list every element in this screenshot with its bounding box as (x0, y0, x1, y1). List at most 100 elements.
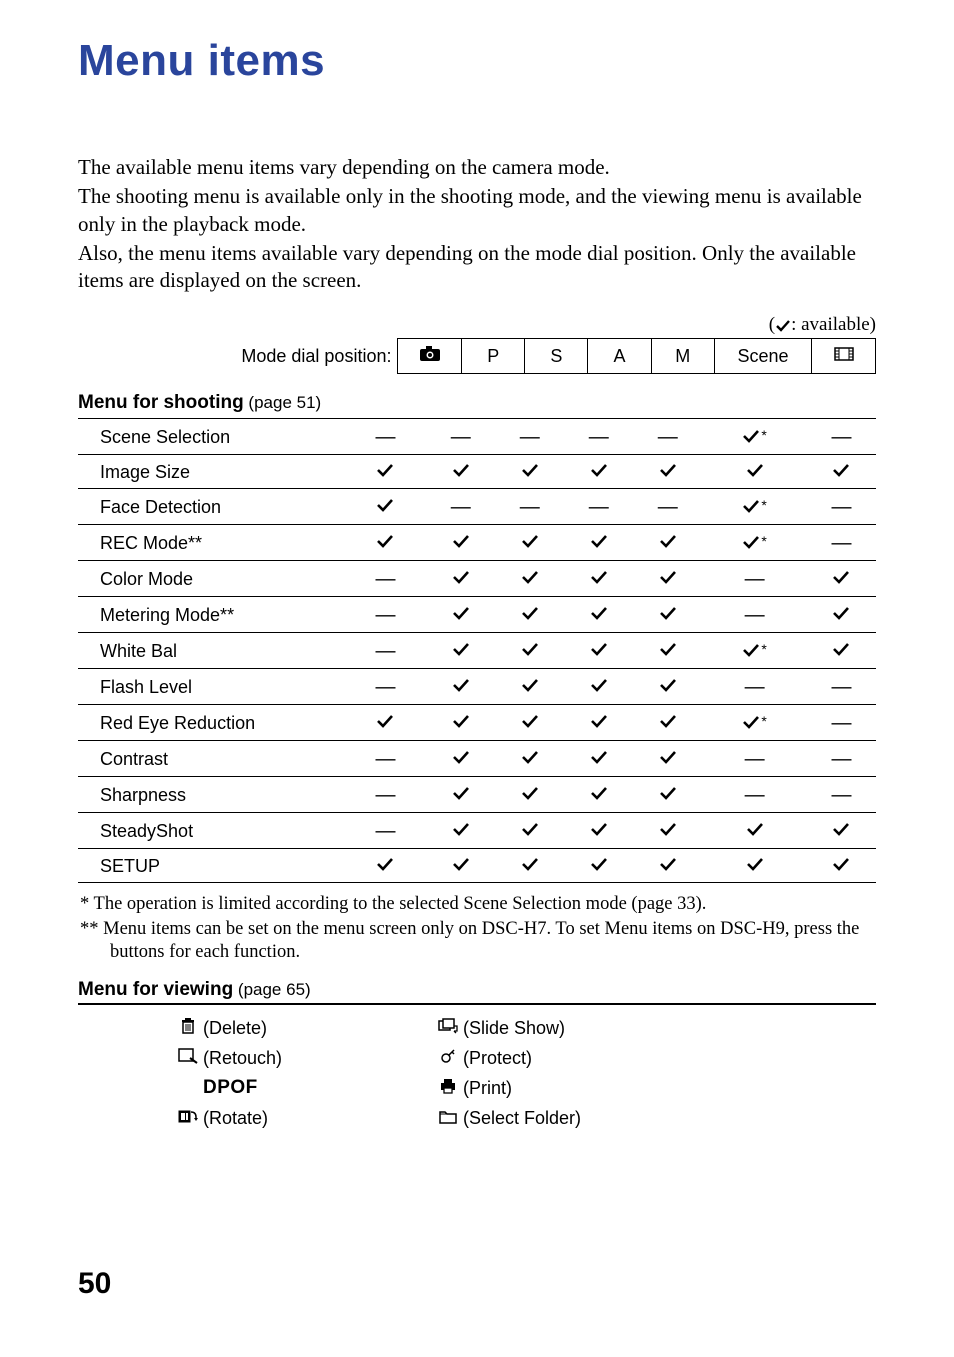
availability-cell (633, 561, 702, 597)
availability-cell (495, 741, 564, 777)
availability-cell (426, 849, 495, 883)
availability-cell (564, 561, 633, 597)
shooting-menu-table: Scene Selection—————*—Image SizeFace Det… (78, 418, 876, 883)
retouch-icon (178, 1048, 198, 1069)
availability-cell: — (426, 419, 495, 455)
col-movie-icon (812, 339, 876, 374)
availability-cell (426, 561, 495, 597)
availability-cell (426, 705, 495, 741)
availability-cell (495, 849, 564, 883)
table-row: Flash Level——— (78, 669, 876, 705)
availability-cell (426, 777, 495, 813)
available-label: : available) (791, 314, 876, 335)
availability-cell: — (345, 633, 427, 669)
availability-cell: — (807, 777, 876, 813)
availability-cell (564, 777, 633, 813)
availability-cell (426, 741, 495, 777)
slideshow-icon (438, 1018, 458, 1039)
table-row: Red Eye Reduction*— (78, 705, 876, 741)
availability-cell (426, 633, 495, 669)
availability-cell: — (345, 669, 427, 705)
availability-cell (564, 849, 633, 883)
availability-cell (807, 813, 876, 849)
rotate-icon (178, 1108, 198, 1129)
availability-cell (564, 741, 633, 777)
view-folder: (Select Folder) (463, 1103, 663, 1133)
availability-cell (345, 525, 427, 561)
view-delete: (Delete) (203, 1013, 433, 1044)
table-row: Contrast——— (78, 741, 876, 777)
table-row: Sharpness——— (78, 777, 876, 813)
view-slideshow: (Slide Show) (463, 1013, 663, 1044)
availability-cell (495, 705, 564, 741)
check-icon (775, 314, 791, 336)
table-row: White Bal—* (78, 633, 876, 669)
availability-cell (633, 525, 702, 561)
table-row: Image Size (78, 455, 876, 489)
availability-cell: — (702, 777, 807, 813)
availability-cell: — (807, 741, 876, 777)
availability-cell (495, 633, 564, 669)
availability-cell (633, 777, 702, 813)
availability-cell: — (807, 419, 876, 455)
menu-item-name: Metering Mode** (78, 597, 345, 633)
intro-line-3: Also, the menu items available vary depe… (78, 240, 876, 295)
availability-cell (495, 561, 564, 597)
table-row: SteadyShot— (78, 813, 876, 849)
availability-cell (702, 813, 807, 849)
menu-item-name: Sharpness (78, 777, 345, 813)
view-protect: (Protect) (463, 1044, 663, 1074)
folder-icon (439, 1108, 457, 1129)
availability-cell: — (345, 561, 427, 597)
mode-dial-header: Mode dial position: P S A M Scene (78, 338, 876, 374)
availability-cell: — (495, 489, 564, 525)
availability-cell (633, 849, 702, 883)
menu-item-name: Image Size (78, 455, 345, 489)
availability-cell (633, 741, 702, 777)
availability-cell (807, 455, 876, 489)
availability-cell (345, 849, 427, 883)
available-legend: (: available) (78, 314, 876, 336)
availability-cell: — (345, 777, 427, 813)
availability-cell (807, 597, 876, 633)
availability-cell: — (807, 669, 876, 705)
availability-cell (564, 455, 633, 489)
table-row: SETUP (78, 849, 876, 883)
availability-cell (426, 813, 495, 849)
table-row: Metering Mode**—— (78, 597, 876, 633)
menu-item-name: Contrast (78, 741, 345, 777)
availability-cell: — (807, 489, 876, 525)
availability-cell (564, 525, 633, 561)
availability-cell: — (426, 489, 495, 525)
shooting-page-ref: (page 51) (244, 393, 322, 412)
availability-cell (633, 597, 702, 633)
availability-cell: — (807, 705, 876, 741)
availability-cell: — (495, 419, 564, 455)
availability-cell: — (564, 489, 633, 525)
availability-cell (633, 455, 702, 489)
availability-cell: — (633, 419, 702, 455)
page-title: Menu items (78, 36, 876, 86)
table-row: REC Mode***— (78, 525, 876, 561)
availability-cell: — (807, 525, 876, 561)
availability-cell (564, 633, 633, 669)
menu-item-name: SETUP (78, 849, 345, 883)
availability-cell: * (702, 489, 807, 525)
viewing-heading-text: Menu for viewing (78, 979, 233, 1000)
availability-cell (702, 849, 807, 883)
availability-cell: * (702, 633, 807, 669)
col-s: S (525, 339, 588, 374)
availability-cell: — (702, 561, 807, 597)
availability-cell (426, 525, 495, 561)
col-m: M (651, 339, 714, 374)
table-row: Color Mode—— (78, 561, 876, 597)
menu-item-name: Red Eye Reduction (78, 705, 345, 741)
viewing-heading: Menu for viewing (page 65) (78, 979, 876, 1001)
availability-cell (495, 777, 564, 813)
availability-cell: — (702, 597, 807, 633)
page-number: 50 (78, 1267, 111, 1301)
col-a: A (588, 339, 651, 374)
menu-item-name: Scene Selection (78, 419, 345, 455)
camera-icon (419, 346, 441, 367)
availability-cell (633, 669, 702, 705)
